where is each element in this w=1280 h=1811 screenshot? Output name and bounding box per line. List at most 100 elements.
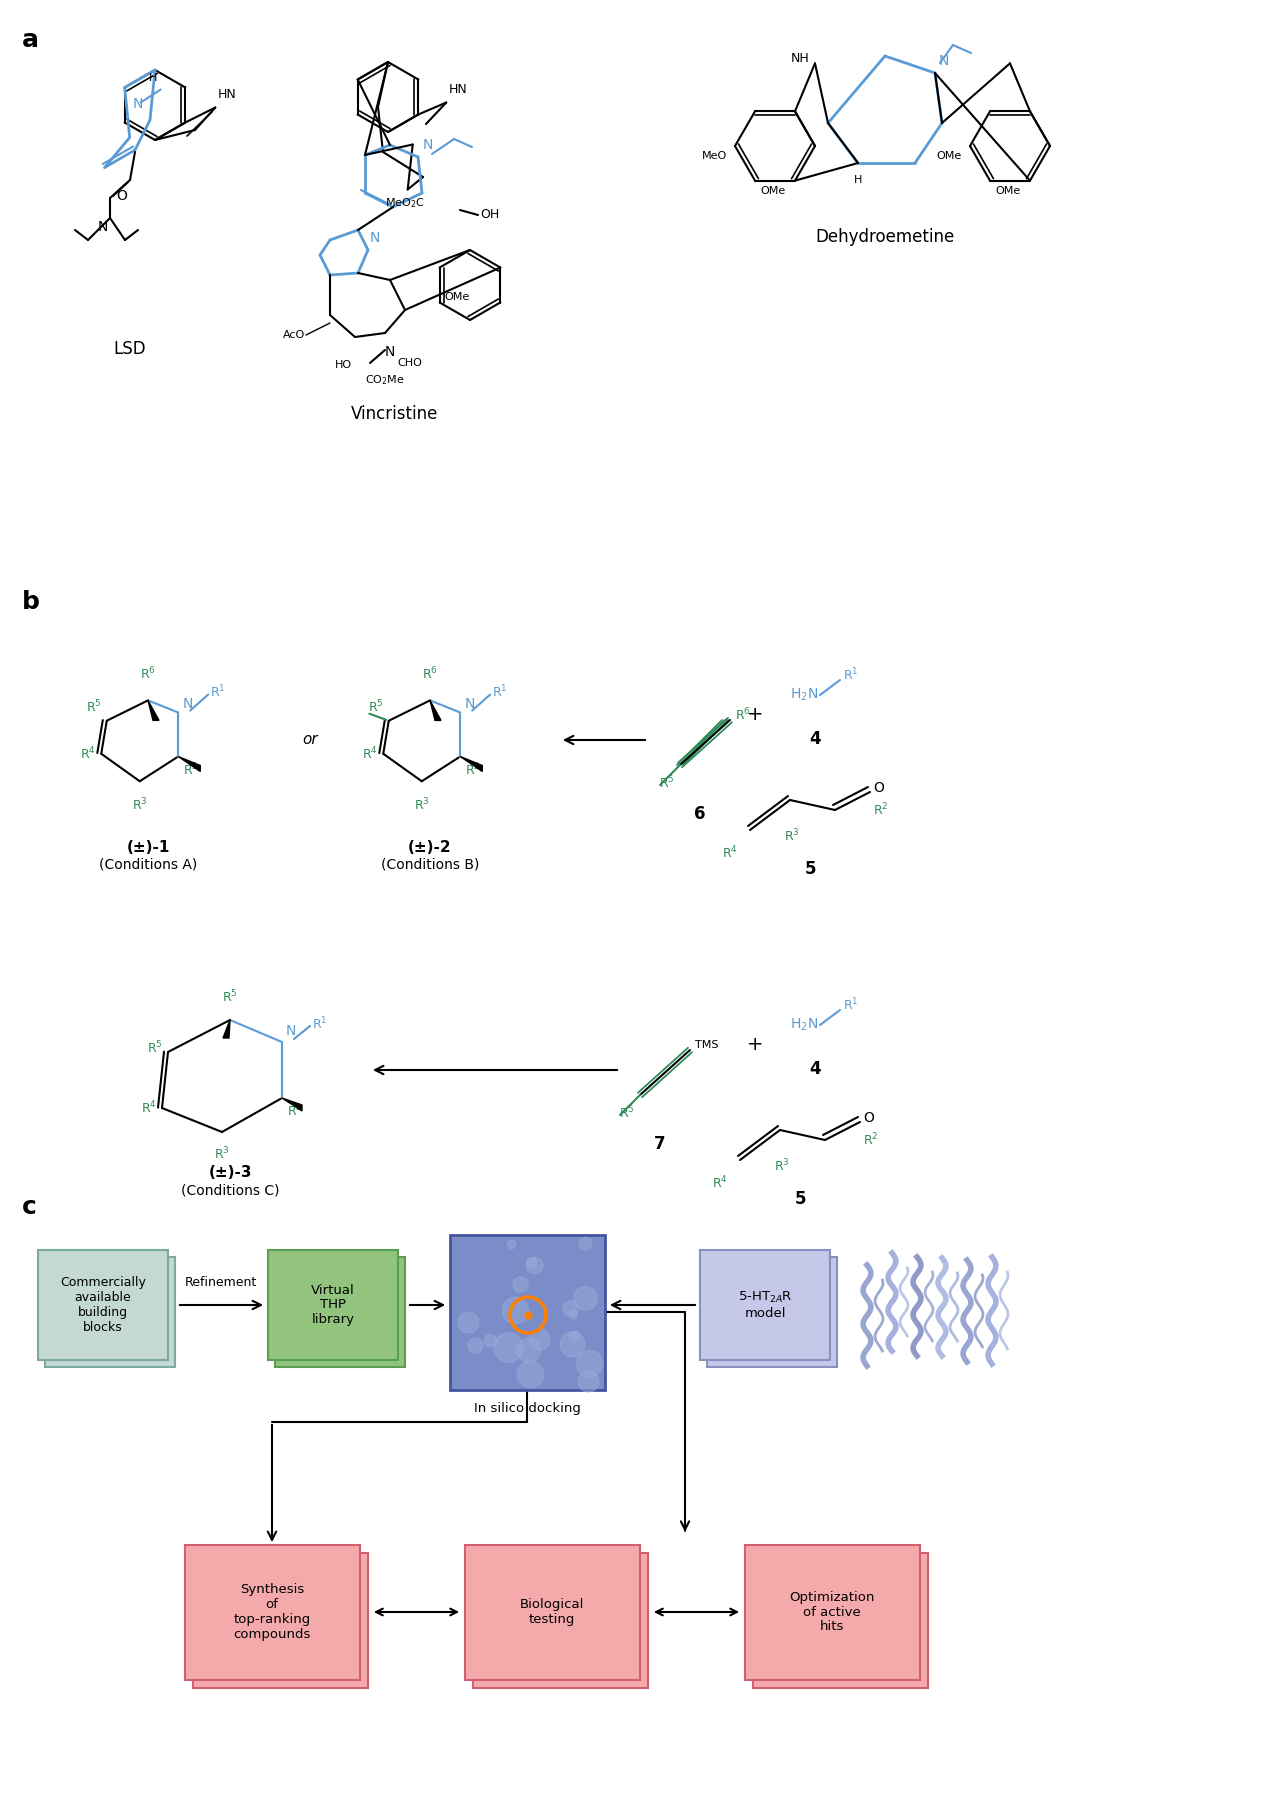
Text: O: O — [863, 1110, 874, 1125]
Text: R$^5$: R$^5$ — [223, 989, 238, 1005]
Text: OMe: OMe — [995, 187, 1020, 196]
Text: (Conditions A): (Conditions A) — [99, 858, 197, 873]
Text: CHO: CHO — [397, 359, 422, 368]
Text: N: N — [182, 697, 192, 710]
Text: Synthesis
of
top-ranking
compounds: Synthesis of top-ranking compounds — [233, 1583, 311, 1641]
Text: R$^2$: R$^2$ — [183, 761, 198, 779]
Text: R$^2$: R$^2$ — [465, 761, 481, 779]
FancyBboxPatch shape — [465, 1545, 640, 1681]
Text: Refinement: Refinement — [184, 1277, 257, 1289]
Text: Biological
testing: Biological testing — [520, 1597, 584, 1626]
Text: b: b — [22, 590, 40, 614]
Text: N: N — [97, 219, 108, 234]
FancyBboxPatch shape — [275, 1257, 404, 1367]
Text: R$^1$: R$^1$ — [844, 666, 859, 683]
Text: R$^5$: R$^5$ — [147, 1040, 163, 1056]
Text: H: H — [148, 72, 157, 83]
Text: O: O — [873, 781, 884, 795]
Text: c: c — [22, 1195, 37, 1219]
Text: R$^1$: R$^1$ — [493, 685, 508, 701]
Text: MeO$_2$C: MeO$_2$C — [385, 196, 425, 210]
Text: (±)-1: (±)-1 — [127, 840, 170, 855]
Text: N: N — [465, 697, 475, 710]
Text: 5: 5 — [804, 860, 815, 878]
Text: H$_2$N: H$_2$N — [790, 1016, 818, 1034]
Text: In silico docking: In silico docking — [474, 1402, 580, 1414]
FancyBboxPatch shape — [193, 1554, 369, 1688]
Text: 5: 5 — [795, 1190, 805, 1208]
Text: (Conditions C): (Conditions C) — [180, 1183, 279, 1197]
Text: R$^3$: R$^3$ — [774, 1157, 790, 1175]
Text: R$^4$: R$^4$ — [362, 746, 379, 762]
Text: H: H — [854, 176, 863, 185]
Text: Commercially
available
building
blocks: Commercially available building blocks — [60, 1277, 146, 1335]
Text: R$^5$: R$^5$ — [620, 1105, 635, 1121]
Text: N: N — [133, 98, 143, 112]
FancyBboxPatch shape — [474, 1554, 648, 1688]
FancyBboxPatch shape — [753, 1554, 928, 1688]
Text: HN: HN — [218, 89, 236, 101]
Text: OH: OH — [480, 208, 499, 221]
Text: 5-HT$_{2A}$R
model: 5-HT$_{2A}$R model — [737, 1289, 792, 1320]
Text: Virtual
THP
library: Virtual THP library — [311, 1284, 355, 1326]
FancyBboxPatch shape — [268, 1250, 398, 1360]
Text: +: + — [746, 706, 763, 724]
FancyBboxPatch shape — [745, 1545, 920, 1681]
FancyBboxPatch shape — [38, 1250, 168, 1360]
Text: R$^4$: R$^4$ — [712, 1175, 728, 1192]
Text: OMe: OMe — [937, 150, 963, 161]
Text: O: O — [116, 188, 127, 203]
Text: R$^1$: R$^1$ — [312, 1016, 328, 1032]
Text: R$^3$: R$^3$ — [214, 1146, 230, 1163]
Text: R$^4$: R$^4$ — [81, 746, 96, 762]
Text: R$^3$: R$^3$ — [132, 797, 147, 813]
Text: TMS: TMS — [695, 1040, 718, 1050]
Text: 4: 4 — [809, 730, 820, 748]
Text: R$^3$: R$^3$ — [785, 828, 800, 844]
Text: +: + — [746, 1036, 763, 1054]
Text: R$^1$: R$^1$ — [210, 685, 225, 701]
Text: R$^6$: R$^6$ — [735, 706, 751, 723]
Text: (±)-3: (±)-3 — [209, 1164, 252, 1181]
Text: NH: NH — [791, 53, 810, 65]
Text: R$^2$: R$^2$ — [863, 1132, 878, 1148]
Text: R$^5$: R$^5$ — [369, 699, 384, 715]
Text: R$^3$: R$^3$ — [413, 797, 430, 813]
Text: R$^5$: R$^5$ — [86, 699, 101, 715]
Text: H$_2$N: H$_2$N — [790, 686, 818, 703]
Text: LSD: LSD — [114, 340, 146, 359]
Text: MeO: MeO — [701, 150, 727, 161]
Text: a: a — [22, 27, 38, 53]
Polygon shape — [282, 1097, 302, 1110]
Text: R$^2$: R$^2$ — [287, 1103, 302, 1119]
FancyBboxPatch shape — [707, 1257, 837, 1367]
Polygon shape — [148, 701, 159, 721]
Polygon shape — [223, 1020, 230, 1038]
Text: N: N — [285, 1023, 297, 1038]
FancyBboxPatch shape — [700, 1250, 829, 1360]
Text: OMe: OMe — [444, 293, 470, 302]
Text: R$^1$: R$^1$ — [844, 996, 859, 1014]
FancyBboxPatch shape — [852, 1241, 1240, 1380]
Text: HN: HN — [448, 83, 467, 96]
Text: R$^6$: R$^6$ — [140, 666, 156, 683]
Text: HO: HO — [335, 360, 352, 369]
Text: Optimization
of active
hits: Optimization of active hits — [790, 1590, 874, 1634]
Text: Dehydroemetine: Dehydroemetine — [815, 228, 955, 246]
Text: R$^2$: R$^2$ — [873, 802, 888, 819]
Text: OMe: OMe — [760, 187, 785, 196]
Text: Vincristine: Vincristine — [351, 406, 439, 424]
Text: 6: 6 — [694, 806, 705, 822]
Text: N: N — [370, 232, 380, 244]
Text: AcO: AcO — [283, 330, 305, 340]
Text: N: N — [385, 346, 396, 359]
Text: 7: 7 — [654, 1135, 666, 1154]
Polygon shape — [178, 757, 200, 771]
FancyBboxPatch shape — [451, 1235, 605, 1391]
Text: CO$_2$Me: CO$_2$Me — [365, 373, 404, 388]
Text: N: N — [422, 138, 434, 152]
FancyBboxPatch shape — [45, 1257, 175, 1367]
Text: R$^4$: R$^4$ — [722, 846, 739, 862]
Text: (±)-2: (±)-2 — [408, 840, 452, 855]
Text: 4: 4 — [809, 1059, 820, 1078]
